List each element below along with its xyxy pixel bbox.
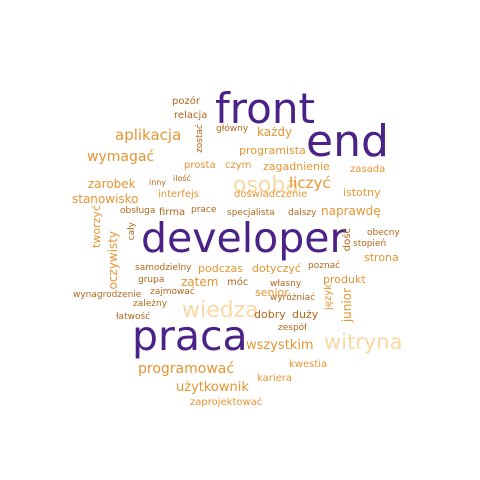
word-oczywisty: oczywisty	[106, 231, 120, 290]
word-osoba: osoba	[233, 173, 299, 198]
word-moc: móc	[227, 277, 249, 288]
word-wynagrodzenie: wynagrodzenie	[73, 290, 142, 300]
word-prosta: prosta	[184, 160, 216, 171]
word-relacja: relacja	[174, 110, 208, 121]
word-podczas: podczas	[198, 262, 243, 275]
word-end: end	[306, 116, 389, 167]
word-wszystkim: wszystkim	[246, 338, 314, 353]
word-latwosc: łatwość	[116, 312, 151, 322]
word-ilosc: ilość	[173, 174, 191, 183]
word-dalszy: dalszy	[288, 208, 317, 218]
word-witryna: witryna	[324, 330, 403, 354]
word-kwestia: kwestia	[289, 359, 328, 370]
word-programowac: programować	[138, 361, 235, 377]
word-senior: senior	[255, 286, 289, 299]
word-strona: strona	[364, 251, 399, 264]
word-prace: prace	[191, 205, 217, 215]
word-dotyczyc: dotyczyć	[252, 262, 301, 275]
word-praca: praca	[132, 312, 248, 360]
word-zaprojektowac: zaprojektować	[190, 397, 263, 408]
word-istotny: istotny	[343, 186, 381, 199]
word-doswiadczenie: doświadczenie	[234, 189, 308, 200]
word-zasada: zasada	[350, 164, 386, 175]
word-obsluga: obsługa	[120, 206, 156, 216]
word-uzytkownik: użytkownik	[176, 380, 249, 395]
word-tworzyc: tworzyć	[90, 205, 103, 248]
word-glowny: główny	[216, 124, 249, 134]
word-zarobek: zarobek	[88, 177, 136, 191]
word-programista: programista	[239, 144, 306, 157]
word-naprawde: naprawdę	[321, 204, 381, 218]
word-junior: junior	[340, 288, 354, 323]
word-stanowisko: stanowisko	[72, 192, 139, 206]
word-front: front	[215, 84, 315, 133]
word-kazdy: każdy	[257, 125, 293, 139]
word-caly: cały	[127, 222, 137, 241]
word-zatem: zatem	[181, 275, 219, 289]
word-dosc: dość	[342, 228, 353, 252]
word-kariera: kariera	[257, 373, 293, 384]
word-stopien: stopień	[353, 239, 387, 249]
word-dobry: dobry	[254, 308, 286, 321]
word-zostac: zostać	[195, 124, 205, 153]
word-interfejs: interfejs	[158, 189, 199, 200]
word-wlasny: własny	[270, 279, 302, 289]
word-samodzielny: samodzielny	[135, 263, 192, 273]
word-wymagac: wymagać	[87, 149, 155, 165]
word-czym: czym	[225, 160, 252, 171]
word-aplikacja: aplikacja	[115, 126, 182, 144]
word-liczyc: liczyć	[289, 174, 331, 192]
word-wyrozniac: wyróżniać	[270, 293, 316, 303]
word-duzy: duży	[292, 308, 319, 321]
word-grupa: grupa	[138, 275, 165, 285]
word-specjalista: specjalista	[227, 208, 275, 218]
word-zespol: zespół	[278, 323, 307, 333]
word-zajmowac: zajmować	[150, 287, 195, 297]
word-obecny: obecny	[367, 228, 400, 238]
word-zalezny: zależny	[133, 299, 168, 309]
word-inny: inny	[149, 178, 167, 187]
word-firma: firma	[159, 207, 186, 218]
word-poznac: poznać	[308, 261, 341, 271]
word-pozor: pozór	[172, 96, 200, 107]
word-wiedza: wiedza	[182, 298, 259, 323]
word-produkt: produkt	[323, 273, 366, 286]
word-zagadnienie: zagadnienie	[263, 160, 330, 173]
word-jezyk: język	[323, 284, 334, 310]
word-developer: developer	[141, 214, 347, 262]
